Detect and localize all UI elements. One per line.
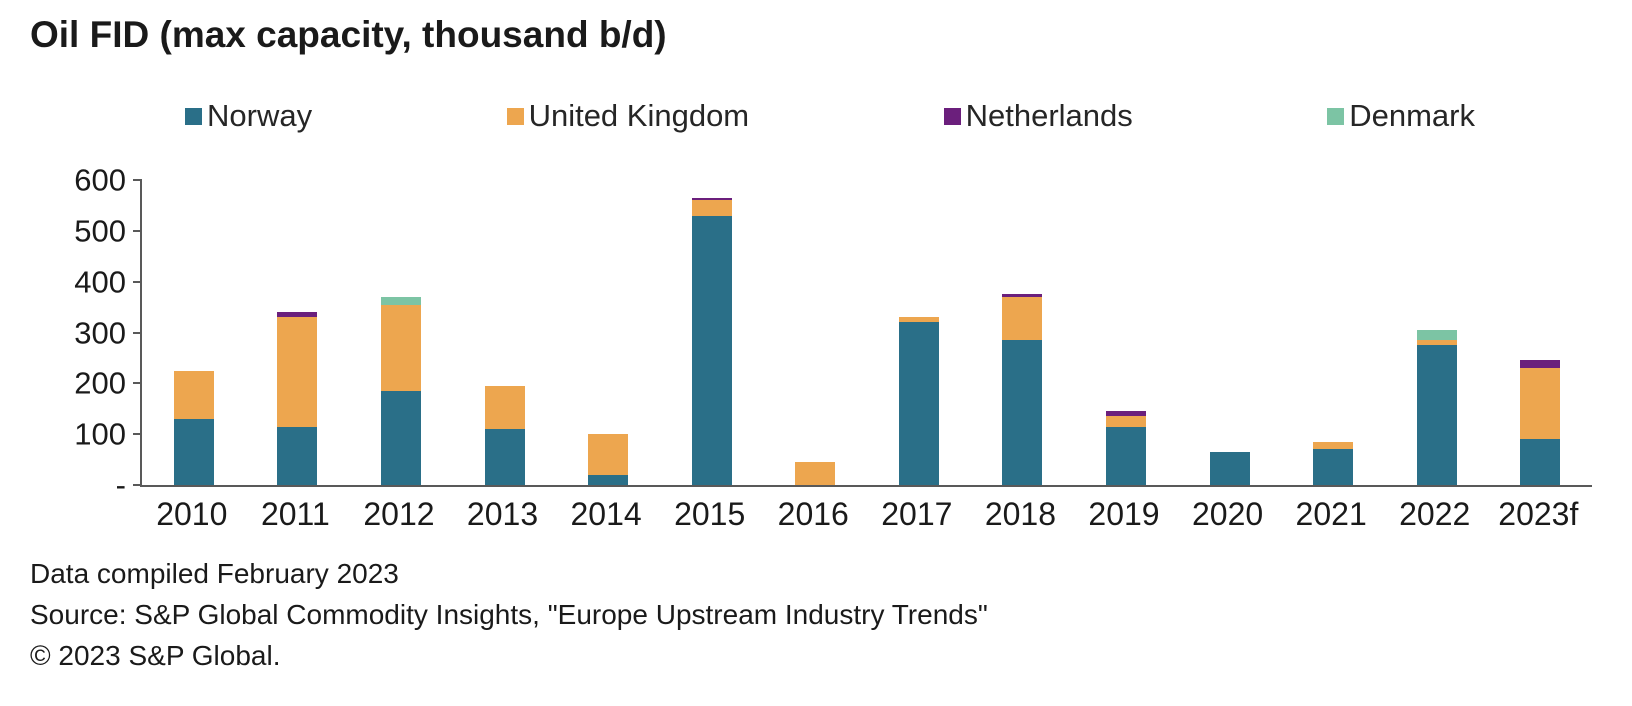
bar-2012-united-kingdom bbox=[380, 304, 421, 391]
y-tick-mark bbox=[133, 229, 142, 232]
x-label-2016: 2016 bbox=[777, 496, 849, 532]
y-tick-label-600: 600 bbox=[74, 162, 126, 198]
footer-compiled-line: Data compiled February 2023 bbox=[30, 558, 399, 589]
y-tick-label-200: 200 bbox=[74, 365, 126, 401]
plot-area bbox=[133, 179, 1592, 487]
x-label-2022: 2022 bbox=[1399, 496, 1471, 532]
bar-2016-united-kingdom bbox=[795, 462, 836, 485]
bar-2011-netherlands bbox=[277, 312, 318, 318]
x-label-2020: 2020 bbox=[1191, 496, 1264, 532]
bar-2018-netherlands bbox=[1002, 294, 1043, 297]
norway-color-swatch-icon bbox=[185, 107, 202, 125]
bar-2014-united-kingdom bbox=[588, 434, 629, 475]
legend-label-denmark: Denmark bbox=[1349, 98, 1475, 133]
y-tick-label--: - bbox=[115, 467, 126, 503]
y-axis-labels: 600 500 400 300 200 100 - bbox=[18, 165, 126, 501]
bar-2015-netherlands bbox=[691, 197, 732, 201]
bar-2020-norway bbox=[1209, 451, 1250, 485]
y-tick-mark bbox=[133, 382, 142, 385]
x-label-2013: 2013 bbox=[466, 496, 539, 532]
x-axis-labels: 2010 2011 2012 2013 2014 2015 2016 2017 2018 2019… bbox=[140, 496, 1590, 533]
legend-item-netherlands: Netherlands bbox=[943, 98, 1133, 134]
bar-2023f-norway bbox=[1520, 439, 1561, 485]
bar-2019-norway bbox=[1105, 426, 1146, 485]
bar-2017-united-kingdom bbox=[898, 317, 939, 323]
bar-2018-norway bbox=[1002, 340, 1043, 485]
x-label-2015: 2015 bbox=[674, 496, 746, 532]
footer-source-line: Source: S&P Global Commodity Insights, "… bbox=[30, 599, 988, 630]
y-tick-mark bbox=[133, 484, 142, 486]
bar-2011-norway bbox=[277, 426, 318, 485]
footer-copyright-line: © 2023 S&P Global. bbox=[30, 640, 281, 671]
bar-2012-denmark bbox=[380, 296, 421, 305]
bar-2021-norway bbox=[1313, 449, 1354, 485]
bar-2017-norway bbox=[898, 322, 939, 485]
legend-label-united-kingdom: United Kingdom bbox=[528, 98, 750, 133]
bar-2014-norway bbox=[588, 474, 629, 485]
x-label-2021: 2021 bbox=[1295, 496, 1367, 532]
y-tick-mark bbox=[133, 433, 142, 436]
bar-2023f-netherlands bbox=[1520, 360, 1561, 369]
bar-2015-united-kingdom bbox=[691, 200, 732, 216]
chart-title: Oil FID (max capacity, thousand b/d) bbox=[30, 14, 667, 55]
x-label-2011: 2011 bbox=[260, 496, 330, 532]
y-tick-mark bbox=[133, 280, 142, 283]
x-label-2012: 2012 bbox=[363, 496, 435, 532]
legend-label-netherlands: Netherlands bbox=[965, 98, 1133, 133]
legend-label-norway: Norway bbox=[207, 98, 313, 133]
united-kingdom-color-swatch-icon bbox=[506, 107, 524, 125]
x-label-2019: 2019 bbox=[1088, 496, 1160, 532]
bar-2018-united-kingdom bbox=[1002, 296, 1043, 341]
denmark-color-swatch-icon bbox=[1327, 107, 1345, 125]
bar-2015-norway bbox=[691, 215, 732, 485]
x-label-2023f: 2023f bbox=[1498, 496, 1579, 532]
y-tick-label-300: 300 bbox=[74, 315, 126, 350]
bar-2021-united-kingdom bbox=[1313, 441, 1354, 450]
y-tick-mark bbox=[133, 179, 142, 181]
bar-2022-norway bbox=[1416, 345, 1457, 485]
footer: Data compiled February 2023 Source: S&P … bbox=[30, 553, 988, 676]
legend-item-united-kingdom: United Kingdom bbox=[506, 98, 750, 134]
y-tick-label-500: 500 bbox=[74, 213, 126, 249]
x-label-2014: 2014 bbox=[570, 496, 642, 532]
bar-2019-netherlands bbox=[1105, 411, 1146, 417]
legend-item-denmark: Denmark bbox=[1327, 98, 1475, 134]
y-tick-label-400: 400 bbox=[74, 264, 126, 300]
bar-2010-norway bbox=[173, 418, 214, 485]
bar-2019-united-kingdom bbox=[1105, 416, 1146, 427]
legend: Norway United Kingdom Netherlands Denmar… bbox=[185, 98, 1475, 134]
legend-item-norway: Norway bbox=[185, 98, 312, 134]
bar-2013-united-kingdom bbox=[484, 385, 525, 430]
bar-2013-norway bbox=[484, 429, 525, 485]
bar-2010-united-kingdom bbox=[173, 370, 214, 419]
y-tick-mark bbox=[133, 331, 142, 334]
bar-2022-denmark bbox=[1416, 329, 1457, 341]
bar-2012-norway bbox=[380, 390, 421, 485]
x-label-2017: 2017 bbox=[881, 496, 953, 532]
bar-2023f-united-kingdom bbox=[1520, 368, 1561, 440]
bar-2022-united-kingdom bbox=[1416, 340, 1457, 346]
y-tick-label-100: 100 bbox=[74, 416, 126, 452]
x-label-2010: 2010 bbox=[156, 496, 228, 532]
bar-2011-united-kingdom bbox=[277, 317, 318, 427]
netherlands-color-swatch-icon bbox=[943, 107, 961, 125]
x-label-2018: 2018 bbox=[984, 496, 1056, 532]
